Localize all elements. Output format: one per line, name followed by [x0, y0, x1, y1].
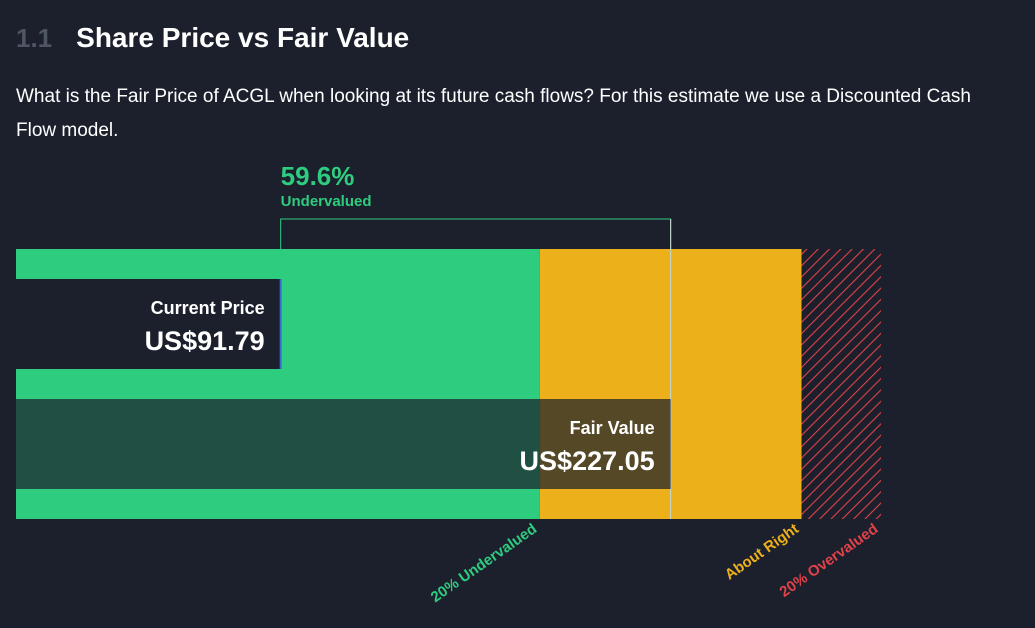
zone-band-20-overvalued — [801, 249, 881, 519]
current-price-bar — [16, 279, 281, 369]
section-description: What is the Fair Price of ACGL when look… — [16, 86, 972, 141]
section-header: 1.1 Share Price vs Fair Value — [16, 20, 409, 56]
current-price-label: Current Price — [151, 298, 265, 318]
fair-value-label: Fair Value — [570, 418, 655, 438]
valuation-chart: Current Price US$91.79 Fair Value US$227.05… — [16, 161, 881, 606]
fair-value-value: US$227.05 — [520, 446, 655, 476]
section-number: 1.1 — [16, 22, 53, 53]
current-price-value: US$91.79 — [145, 326, 265, 356]
difference-percent: 59.6% — [281, 161, 355, 191]
difference-label: Undervalued — [281, 193, 372, 210]
fair-value-bar — [16, 399, 671, 489]
zone-label-20-undervalued: 20% Undervalued — [428, 520, 540, 606]
zone-label-about-right: About Right — [722, 520, 802, 583]
section-title: Share Price vs Fair Value — [76, 22, 410, 53]
